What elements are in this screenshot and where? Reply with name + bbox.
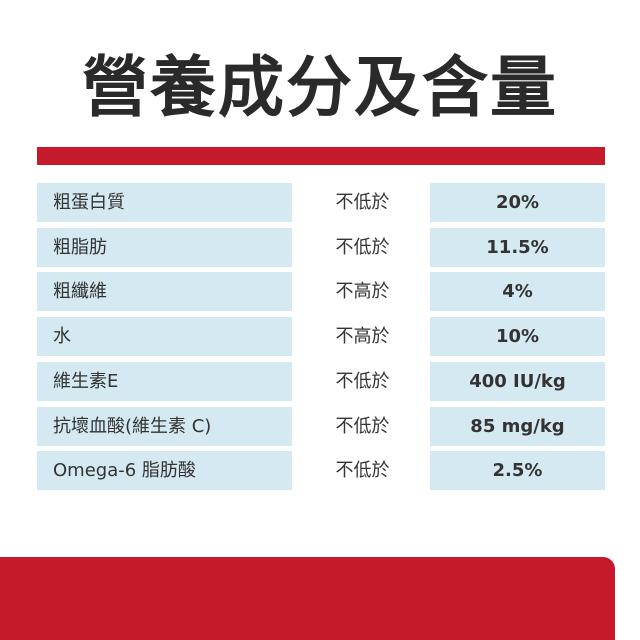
amount: 20%	[430, 183, 605, 222]
amount: 10%	[430, 317, 605, 357]
qualifier: 不低於	[335, 415, 390, 437]
qualifier: 不低於	[335, 236, 390, 258]
qualifier: 不低於	[335, 460, 390, 482]
nutrient-name: 粗纖維	[37, 272, 292, 312]
qualifier: 不低於	[335, 370, 390, 392]
divider-bar	[37, 147, 605, 165]
footer-block	[0, 557, 615, 640]
nutrient-name: 抗壞血酸(維生素 C)	[37, 406, 292, 446]
qualifier: 不高於	[335, 281, 390, 303]
nutrient-name: 粗蛋白質	[37, 183, 292, 222]
amount: 2.5%	[430, 451, 605, 491]
nutrient-name: Omega-6 脂肪酸	[37, 451, 292, 491]
amount: 11.5%	[430, 227, 605, 267]
qualifier: 不低於	[335, 192, 390, 213]
nutrient-name: 維生素E	[37, 361, 292, 401]
qualifier: 不高於	[335, 326, 390, 348]
amount: 85 mg/kg	[430, 406, 605, 446]
title: 營養成分及含量	[82, 49, 558, 126]
amount: 4%	[430, 272, 605, 312]
amount: 400 IU/kg	[430, 361, 605, 401]
nutrient-name: 水	[37, 317, 292, 357]
nutrient-name: 粗脂肪	[37, 227, 292, 267]
